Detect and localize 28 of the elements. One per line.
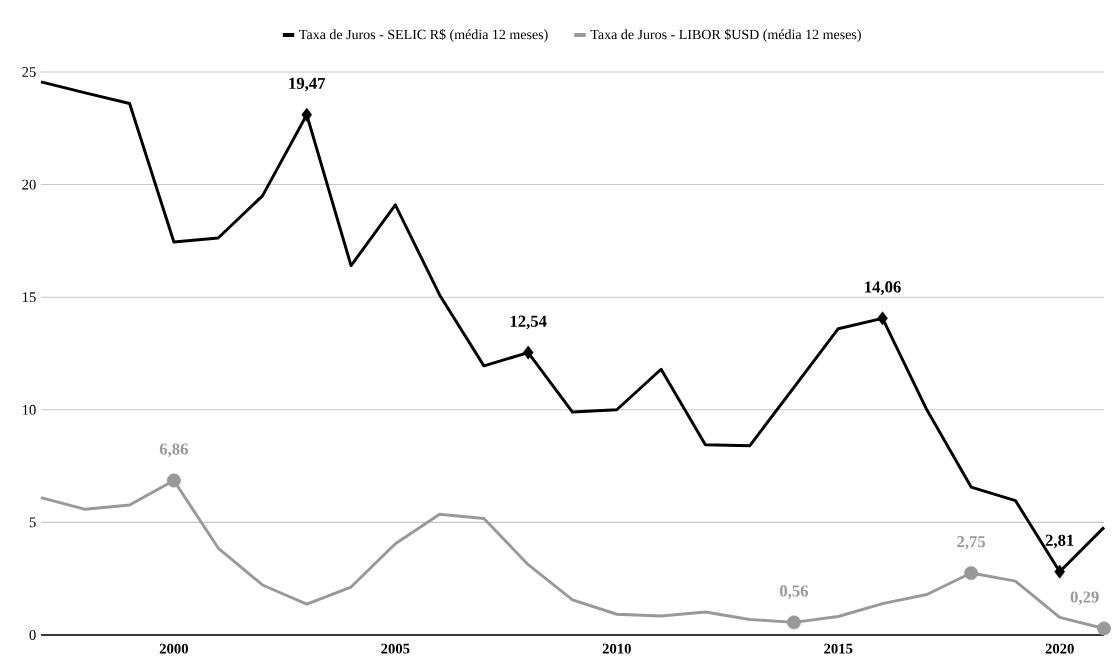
- data-label: 6,86: [159, 443, 188, 458]
- x-tick-label: 2015: [824, 643, 853, 654]
- y-tick-label: 20: [22, 179, 36, 190]
- x-tick-label: 2005: [381, 643, 410, 654]
- data-label: 2,75: [957, 536, 986, 550]
- annotation: 19,47: [289, 77, 326, 92]
- y-tick-label: 25: [22, 67, 36, 77]
- data-label: 0,56: [780, 585, 809, 599]
- point: [522, 345, 534, 360]
- x-tick-label: 2000: [159, 643, 188, 654]
- legend-label: Taxa de Juros - SELIC R$ (média 12 meses): [299, 28, 548, 43]
- point: [301, 107, 313, 122]
- x-tick-label: 2010: [602, 643, 631, 654]
- data-label: 12,54: [510, 315, 547, 330]
- data-label: 0,29: [1070, 591, 1099, 606]
- x-tick-label: 2020: [1045, 643, 1074, 654]
- data-label: 14,06: [865, 281, 901, 295]
- point: [166, 473, 181, 488]
- point: [877, 311, 888, 326]
- y-tick-label: 15: [22, 292, 36, 303]
- data-label: 2,81: [1045, 534, 1074, 549]
- y-tick-label: 5: [29, 517, 36, 528]
- point: [787, 615, 801, 630]
- legend-label: Taxa de Juros - LIBOR $USD (média 12 meses): [590, 28, 861, 43]
- y-tick-label: 0: [29, 630, 36, 640]
- y-tick-label: 10: [22, 404, 36, 415]
- point: [964, 566, 979, 580]
- point: [1054, 564, 1065, 579]
